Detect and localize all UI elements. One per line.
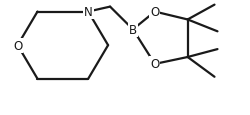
Text: O: O — [150, 6, 160, 19]
Text: O: O — [150, 58, 160, 71]
Text: B: B — [129, 24, 137, 37]
Text: O: O — [13, 39, 22, 52]
Text: N: N — [84, 6, 92, 19]
